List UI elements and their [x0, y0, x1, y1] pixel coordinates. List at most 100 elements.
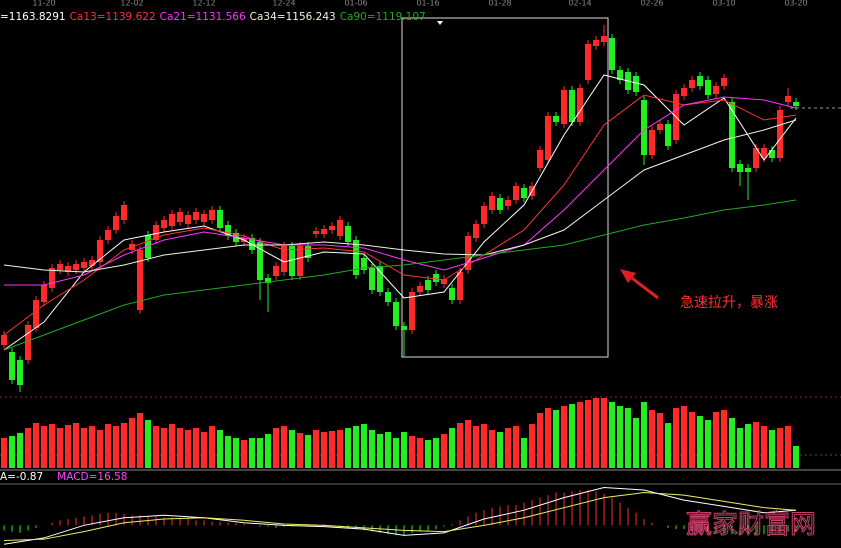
volume-bar	[289, 430, 295, 468]
candle-body	[289, 246, 295, 276]
volume-bar	[697, 416, 703, 468]
volume-bar	[25, 428, 31, 468]
volume-bar	[201, 432, 207, 468]
volume-bar	[257, 438, 263, 468]
volume-bar	[433, 438, 439, 468]
moving-average	[3, 119, 797, 273]
volume-bar	[377, 434, 383, 468]
candle-body	[177, 212, 183, 222]
volume-bar	[353, 426, 359, 468]
arrow-head	[620, 269, 636, 283]
volume-bar	[657, 413, 663, 468]
volume-bar	[185, 430, 191, 468]
annotation: 急速拉升，暴涨	[680, 295, 778, 311]
date-label: 12-12	[192, 0, 215, 8]
candle-body	[369, 268, 375, 290]
volume-bar	[297, 433, 303, 468]
candle-body	[417, 286, 423, 292]
volume-bar	[417, 438, 423, 468]
volume-bar	[481, 424, 487, 468]
volume-bar	[553, 410, 559, 468]
volume-bar	[449, 428, 455, 468]
volume-bar	[689, 412, 695, 468]
candle-body	[73, 264, 79, 270]
date-label: 12-24	[272, 0, 295, 8]
volume-bar	[641, 402, 647, 468]
volume-bar	[721, 410, 727, 468]
candle-body	[593, 40, 599, 46]
volume-bar	[41, 426, 47, 468]
candle-body	[337, 220, 343, 236]
candle-body	[753, 148, 759, 168]
candle-body	[641, 100, 647, 155]
volume-bar	[401, 432, 407, 468]
candle-body	[273, 266, 279, 276]
volume-bar	[161, 428, 167, 468]
macd-label: A=-0.87	[0, 471, 43, 483]
candle-body	[9, 352, 15, 380]
volume-bar	[545, 408, 551, 468]
volume-bar	[489, 430, 495, 468]
volume-bar	[761, 426, 767, 468]
volume-bar	[65, 425, 71, 468]
candle-body	[105, 230, 111, 240]
volume-bar	[593, 398, 599, 468]
candle-body	[49, 268, 55, 288]
candle-body	[457, 272, 463, 300]
volume-bar	[673, 408, 679, 468]
volume-bar	[617, 406, 623, 468]
volume-bar	[241, 440, 247, 468]
candle-body	[257, 242, 263, 280]
candle-body	[513, 186, 519, 200]
volume-bar	[497, 432, 503, 468]
candle-body	[209, 210, 215, 220]
volume-bar	[305, 435, 311, 468]
volume-bar	[17, 433, 23, 468]
volume-bar	[705, 420, 711, 468]
candle-body	[97, 240, 103, 262]
candle-body	[201, 214, 207, 222]
candle-body	[793, 102, 799, 106]
candle-body	[313, 231, 319, 234]
date-label: 01-16	[416, 0, 439, 8]
candle-body	[361, 258, 367, 270]
volume-bar	[561, 406, 567, 468]
volume-bar	[313, 430, 319, 468]
date-label: 01-28	[488, 0, 511, 8]
volume-bar	[105, 424, 111, 468]
volume-bar	[57, 428, 63, 468]
macd-label: MACD=16.58	[57, 471, 127, 483]
volume-bar	[457, 423, 463, 468]
candle-body	[737, 164, 743, 172]
candle-body	[769, 150, 775, 158]
candle-body	[689, 80, 695, 88]
candle-body	[297, 246, 303, 276]
volume-bar	[425, 440, 431, 468]
candle-body	[33, 300, 39, 328]
volume-bar	[49, 424, 55, 468]
candle-body	[153, 225, 159, 240]
volume-bar	[321, 432, 327, 468]
candle-body	[777, 110, 783, 158]
volume-bar	[89, 426, 95, 468]
volume-bar	[113, 426, 119, 468]
date-label: 02-26	[640, 0, 663, 8]
volume-bar	[649, 410, 655, 468]
volume-bar	[233, 438, 239, 468]
candle-body	[473, 224, 479, 238]
candle-body	[521, 188, 527, 198]
candle-body	[377, 266, 383, 292]
volume-bar	[681, 406, 687, 468]
candle-body	[713, 86, 719, 94]
candle-body	[185, 215, 191, 224]
moving-average	[3, 94, 797, 336]
volume-bar	[273, 428, 279, 468]
volume-bar	[393, 438, 399, 468]
volume-bar	[785, 426, 791, 468]
volume-bar	[729, 418, 735, 468]
candle-body	[489, 196, 495, 210]
legend-entry: =1163.8291	[0, 11, 66, 23]
volume-bar	[81, 428, 87, 468]
